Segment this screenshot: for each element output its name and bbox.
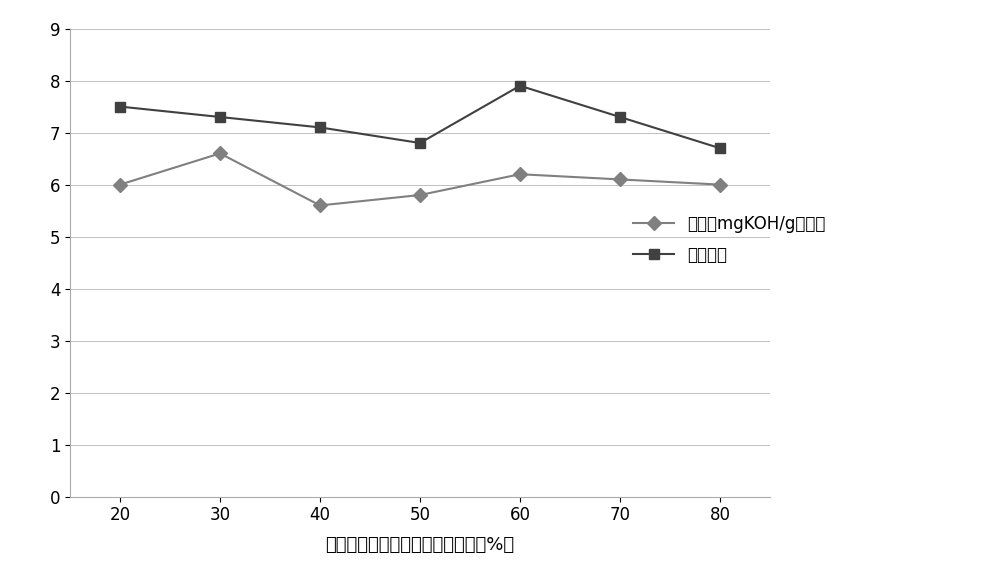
- Legend: 酸价（mgKOH/g脂肪）, 香气评分: 酸价（mgKOH/g脂肪）, 香气评分: [624, 206, 834, 272]
- X-axis label: 棕榈油在底物中的重量百分含量（%）: 棕榈油在底物中的重量百分含量（%）: [325, 536, 515, 554]
